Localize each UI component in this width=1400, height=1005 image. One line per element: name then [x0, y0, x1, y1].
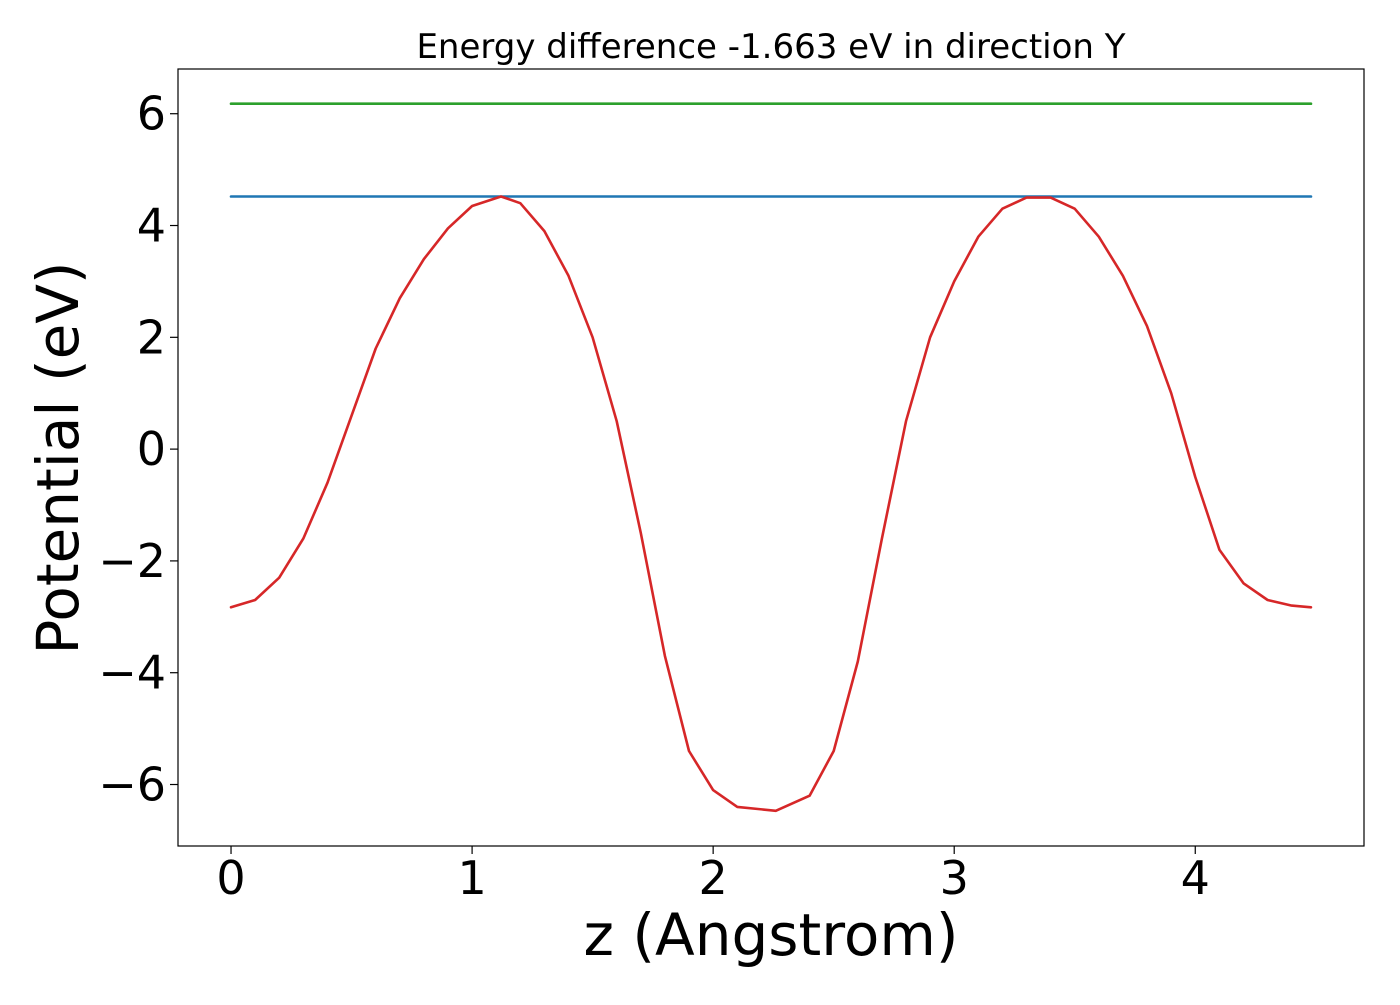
- plot-frame: [177, 68, 1365, 847]
- x-tick-label: 1: [457, 851, 486, 905]
- x-tick-label: 0: [216, 851, 245, 905]
- y-tick-label: −4: [98, 646, 166, 700]
- x-tick-label: 4: [1181, 851, 1210, 905]
- y-tick-label: 0: [137, 422, 166, 476]
- ticks-group: 0 1 2 3 4 −6 −4 −2 0 2 4 6: [98, 87, 1210, 905]
- y-tick-label: 4: [137, 199, 166, 253]
- y-tick-label: −2: [98, 534, 166, 588]
- x-tick-label: 3: [940, 851, 969, 905]
- x-tick-label: 2: [699, 851, 728, 905]
- plot-area: [178, 69, 1364, 846]
- chart-title: Energy difference -1.663 eV in direction…: [416, 27, 1125, 67]
- y-tick-label: 6: [137, 87, 166, 141]
- y-tick-label: −6: [98, 758, 166, 812]
- series-line-2: [229, 195, 1313, 813]
- y-tick-label: 2: [137, 310, 166, 364]
- y-axis-label: Potential (eV): [24, 261, 92, 654]
- x-axis-label: z (Angstrom): [584, 901, 959, 969]
- series-group: [229, 102, 1313, 813]
